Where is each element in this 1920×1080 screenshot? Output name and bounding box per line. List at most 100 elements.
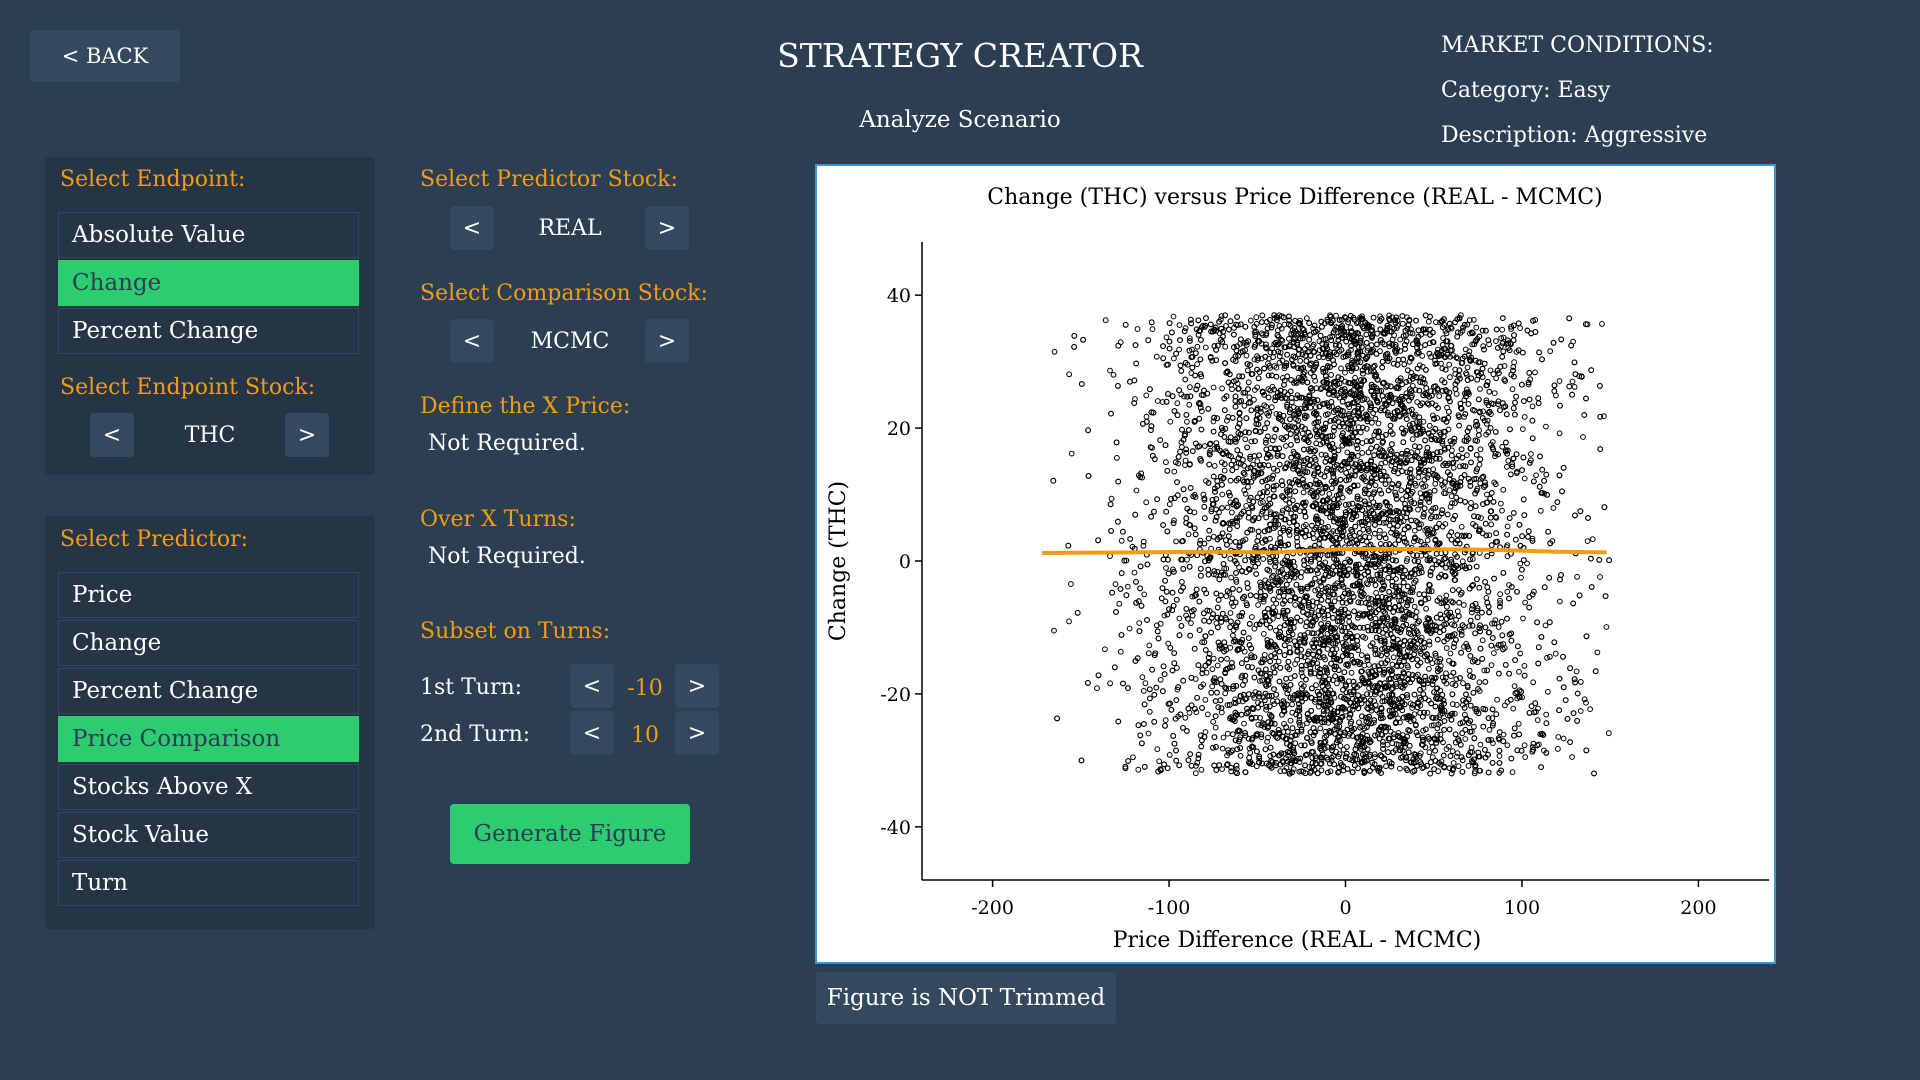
- scatter-point: [1283, 755, 1290, 762]
- scatter-point: [1224, 730, 1231, 737]
- scatter-point: [1464, 364, 1471, 371]
- scatter-point: [1385, 683, 1392, 689]
- comparison-stock-prev-button[interactable]: <: [450, 319, 494, 363]
- scatter-point: [1404, 556, 1411, 562]
- scatter-point: [1438, 360, 1444, 367]
- scatter-point: [1193, 709, 1200, 716]
- scatter-point: [1425, 318, 1432, 325]
- predictor-item-stocks-above-x[interactable]: Stocks Above X: [58, 764, 359, 810]
- scatter-point: [1181, 393, 1187, 400]
- scatter-point: [1238, 711, 1245, 718]
- scatter-point: [1403, 757, 1409, 764]
- scatter-point: [1300, 462, 1307, 469]
- select-endpoint-label: Select Endpoint:: [60, 167, 246, 192]
- scatter-point: [1224, 762, 1230, 768]
- scatter-point: [1491, 650, 1497, 657]
- predictor-item-turn[interactable]: Turn: [58, 860, 359, 906]
- endpoint-stock-next-button[interactable]: >: [285, 413, 329, 457]
- scatter-point: [1296, 768, 1303, 775]
- scatter-point: [1372, 482, 1379, 489]
- scatter-point: [1483, 397, 1490, 404]
- scatter-point: [1249, 614, 1255, 620]
- comparison-stock-next-button[interactable]: >: [645, 319, 689, 363]
- scatter-point: [1453, 391, 1460, 397]
- scatter-point: [1522, 754, 1529, 760]
- second-turn-next-button[interactable]: >: [675, 711, 719, 755]
- scatter-point: [1313, 636, 1320, 643]
- scatter-point: [1357, 429, 1364, 436]
- endpoint-item-change[interactable]: Change: [58, 260, 359, 306]
- scatter-point: [1430, 412, 1436, 419]
- first-turn-next-button[interactable]: >: [675, 664, 719, 708]
- scatter-point: [1179, 579, 1185, 585]
- scatter-point: [1224, 655, 1230, 662]
- scatter-point: [1434, 737, 1441, 743]
- scatter-point: [1380, 520, 1387, 526]
- scatter-point: [1303, 315, 1310, 322]
- endpoint-item-percent-change[interactable]: Percent Change: [58, 308, 359, 354]
- scatter-point: [1198, 324, 1205, 331]
- endpoint-stock-prev-button[interactable]: <: [90, 413, 134, 457]
- scatter-point: [1233, 579, 1240, 585]
- scatter-point: [1261, 402, 1268, 409]
- scatter-point: [1277, 768, 1284, 775]
- scatter-point: [1317, 725, 1324, 732]
- predictor-item-change[interactable]: Change: [58, 620, 359, 666]
- scatter-point: [1200, 322, 1206, 329]
- scatter-point: [1390, 654, 1397, 661]
- first-turn-prev-button[interactable]: <: [570, 664, 614, 708]
- predictor-item-percent-change[interactable]: Percent Change: [58, 668, 359, 714]
- scatter-point: [1372, 603, 1379, 610]
- scatter-point: [1571, 384, 1578, 390]
- scatter-point: [1301, 436, 1307, 442]
- scatter-point: [1400, 518, 1407, 525]
- scatter-point: [1443, 645, 1450, 652]
- scatter-point: [1447, 503, 1454, 510]
- second-turn-value: 10: [631, 723, 659, 748]
- scatter-point: [1219, 745, 1226, 752]
- scatter-point: [1299, 430, 1306, 437]
- scatter-point: [1199, 639, 1206, 646]
- predictor-item-price[interactable]: Price: [58, 572, 359, 618]
- scatter-point: [1242, 436, 1249, 443]
- scatter-point: [1345, 426, 1352, 432]
- scatter-point: [1454, 608, 1461, 615]
- scatter-point: [1424, 537, 1431, 544]
- generate-figure-button[interactable]: Generate Figure: [450, 804, 690, 864]
- scatter-point: [1420, 418, 1427, 425]
- scatter-point: [1228, 768, 1235, 775]
- scatter-point: [1206, 441, 1213, 448]
- scatter-point: [1219, 491, 1226, 498]
- scatter-point: [1534, 717, 1541, 723]
- scatter-point: [1466, 623, 1473, 629]
- scatter-point: [1426, 422, 1433, 429]
- scatter-point: [1142, 680, 1149, 687]
- scatter-point: [1212, 724, 1219, 731]
- second-turn-prev-button[interactable]: <: [570, 711, 614, 755]
- scatter-point: [1182, 325, 1189, 332]
- scatter-point: [1487, 367, 1494, 374]
- scatter-point: [1504, 463, 1510, 470]
- scatter-point: [1583, 699, 1589, 706]
- scatter-point: [1267, 588, 1274, 594]
- scatter-point: [1427, 531, 1434, 538]
- scatter-point: [1354, 482, 1361, 489]
- scatter-point: [1277, 529, 1284, 536]
- scatter-point: [1417, 344, 1424, 351]
- predictor-item-stock-value[interactable]: Stock Value: [58, 812, 359, 858]
- scatter-point: [1425, 595, 1432, 602]
- endpoint-item-absolute-value[interactable]: Absolute Value: [58, 212, 359, 258]
- scatter-point: [1371, 754, 1378, 761]
- back-button[interactable]: < BACK: [30, 30, 180, 82]
- scatter-point: [1343, 572, 1350, 579]
- predictor-item-price-comparison[interactable]: Price Comparison: [58, 716, 359, 762]
- scatter-point: [1390, 685, 1396, 691]
- scatter-point: [1311, 670, 1318, 677]
- predictor-stock-prev-button[interactable]: <: [450, 206, 494, 250]
- scatter-point: [1068, 450, 1075, 457]
- scatter-point: [1170, 313, 1177, 320]
- scatter-point: [1552, 650, 1559, 657]
- predictor-stock-next-button[interactable]: >: [645, 206, 689, 250]
- scatter-point: [1258, 734, 1265, 741]
- market-category: Category: Easy: [1441, 78, 1611, 103]
